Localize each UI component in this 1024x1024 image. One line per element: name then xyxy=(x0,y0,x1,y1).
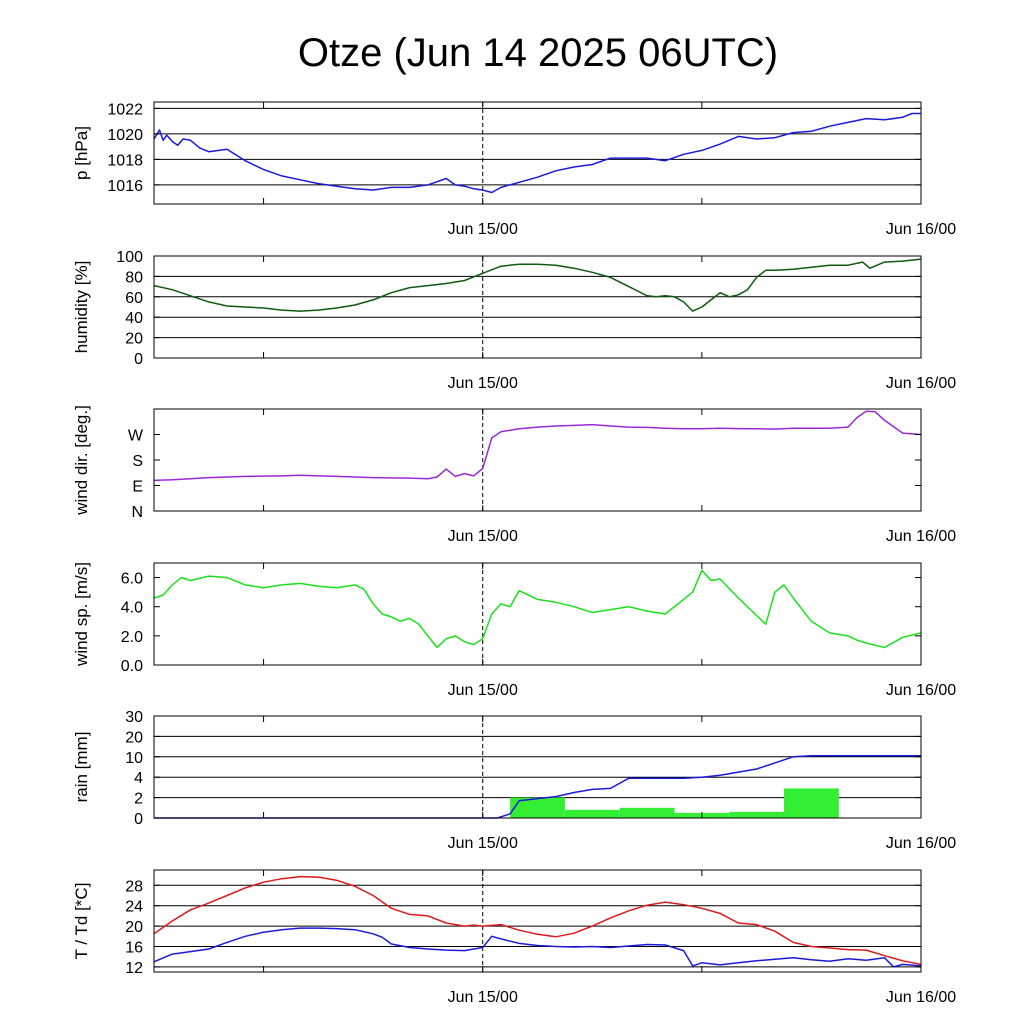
y-tick-label-temperature-1: 16 xyxy=(125,940,143,957)
x-tick-label-wind_direction-1: Jun 16/00 xyxy=(886,528,956,545)
y-tick-label-humidity-1: 20 xyxy=(125,331,143,348)
rain-bar-1 xyxy=(564,809,620,818)
y-tick-label-humidity-4: 80 xyxy=(125,269,143,286)
panel-pressure: 1016 1018 1020 1022 Jun 15/00 Jun 16/00 p [hPa… xyxy=(72,101,956,238)
y-axis-label-wind_speed: wind sp. [m/s] xyxy=(72,562,91,667)
y-tick-label-temperature-3: 24 xyxy=(125,899,143,916)
y-tick-label-pressure-2: 1020 xyxy=(107,127,143,144)
rain-bar-5 xyxy=(784,788,839,818)
y-tick-label-wind_speed-3: 6.0 xyxy=(121,571,143,588)
panel-temperature: 12 16 20 24 28 Jun 15/00 Jun 16/00 T / Td [*C] xyxy=(72,869,956,1006)
series-line-humidity-0 xyxy=(153,258,922,312)
frame-wind_direction xyxy=(153,408,922,512)
y-tick-label-humidity-5: 100 xyxy=(116,249,143,266)
y-axis-label-humidity: humidity [%] xyxy=(72,261,91,354)
y-tick-label-humidity-3: 60 xyxy=(125,290,143,307)
y-tick-label-pressure-3: 1022 xyxy=(107,101,143,118)
y-tick-label-rain-5: 30 xyxy=(125,709,143,726)
y-axis-label-pressure: p [hPa] xyxy=(72,126,91,180)
y-tick-label-rain-4: 20 xyxy=(125,729,143,746)
panel-humidity: 0 20 40 60 80 100 Jun 15/00 Jun 16/00 humidity [… xyxy=(72,249,956,392)
chart-title: Otze (Jun 14 2025 06UTC) xyxy=(298,31,778,75)
rain-bar-2 xyxy=(619,807,675,818)
series-line-pressure-0 xyxy=(153,112,921,194)
y-axis-label-rain: rain [mm] xyxy=(72,732,91,803)
y-tick-label-temperature-2: 20 xyxy=(125,919,143,936)
frame-rain xyxy=(153,715,922,819)
y-axis-label-wind_direction: wind dir. [deg.] xyxy=(72,405,91,516)
panel-wind_speed: 0.0 2.0 4.0 6.0 Jun 15/00 Jun 16/00 wind sp. [… xyxy=(72,562,956,699)
series-line-wind_speed-0 xyxy=(153,569,922,649)
y-tick-label-wind_speed-0: 0.0 xyxy=(121,658,143,675)
x-tick-label-wind_speed-1: Jun 16/00 xyxy=(886,682,956,699)
y-tick-label-wind_direction-3: W xyxy=(128,428,144,445)
y-tick-label-wind_direction-0: N xyxy=(131,504,143,521)
y-tick-label-wind_speed-1: 2.0 xyxy=(121,629,143,646)
rain-bar-4 xyxy=(729,811,785,818)
frame-humidity xyxy=(153,255,922,359)
y-tick-label-wind_speed-2: 4.0 xyxy=(121,600,143,617)
y-tick-label-wind_direction-1: E xyxy=(132,479,143,496)
frame-temperature xyxy=(153,869,922,973)
rain-bar-0 xyxy=(510,797,565,818)
y-tick-label-pressure-0: 1016 xyxy=(107,178,143,195)
series-line-temperature-0 xyxy=(153,875,922,966)
frame-pressure xyxy=(153,101,922,205)
y-tick-label-rain-0: 0 xyxy=(134,811,143,828)
y-tick-label-temperature-0: 12 xyxy=(125,960,143,977)
y-tick-label-humidity-0: 0 xyxy=(134,351,143,368)
frame-wind_speed xyxy=(153,562,922,666)
series-line-rain-0 xyxy=(154,755,921,819)
x-tick-label-wind_speed-0: Jun 15/00 xyxy=(448,682,518,699)
y-tick-label-humidity-2: 40 xyxy=(125,310,143,327)
x-tick-label-humidity-1: Jun 16/00 xyxy=(886,375,956,392)
y-tick-label-wind_direction-2: S xyxy=(132,453,143,470)
x-tick-label-rain-0: Jun 15/00 xyxy=(448,835,518,852)
x-tick-label-wind_direction-0: Jun 15/00 xyxy=(448,528,518,545)
x-tick-label-temperature-1: Jun 16/00 xyxy=(886,989,956,1006)
panel-rain: 0 2 4 10 20 30 Jun 15/00 Jun 16/00 rain [mm] xyxy=(72,709,956,852)
y-tick-label-temperature-4: 28 xyxy=(125,878,143,895)
y-tick-label-rain-1: 2 xyxy=(134,791,143,808)
x-tick-label-pressure-1: Jun 16/00 xyxy=(886,221,956,238)
x-tick-label-temperature-0: Jun 15/00 xyxy=(448,989,518,1006)
y-tick-label-rain-2: 4 xyxy=(134,770,143,787)
series-line-wind_direction-0 xyxy=(153,410,922,482)
y-tick-label-rain-3: 10 xyxy=(125,750,143,767)
y-axis-label-temperature: T / Td [*C] xyxy=(72,883,91,960)
y-tick-label-pressure-1: 1018 xyxy=(107,152,143,169)
x-tick-label-rain-1: Jun 16/00 xyxy=(886,835,956,852)
x-tick-label-pressure-0: Jun 15/00 xyxy=(448,221,518,238)
series-line-temperature-1 xyxy=(153,927,922,968)
x-tick-label-humidity-0: Jun 15/00 xyxy=(448,375,518,392)
